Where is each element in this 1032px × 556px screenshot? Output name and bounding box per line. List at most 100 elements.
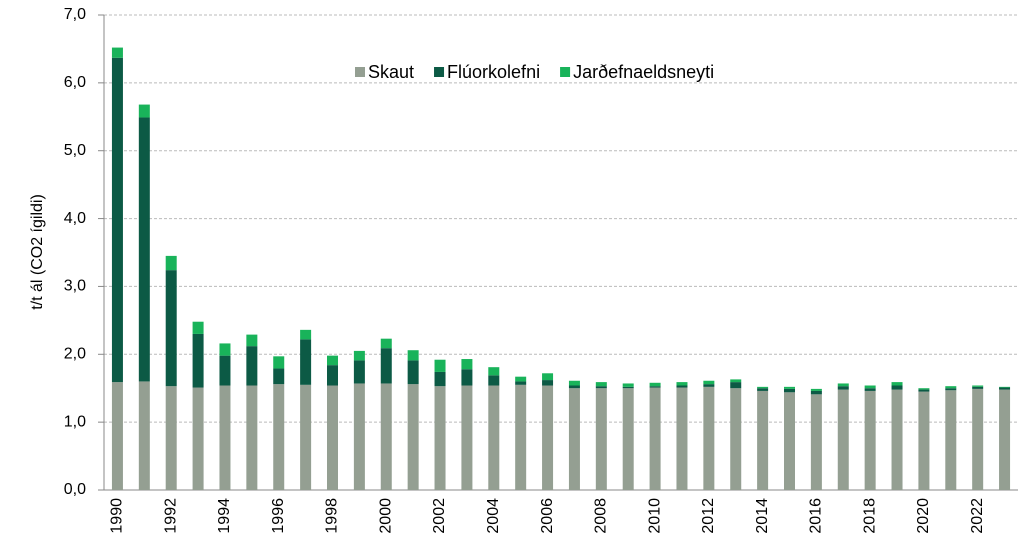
y-tick-label: 5,0 (64, 142, 86, 159)
bar-segment (784, 392, 795, 490)
bar-segment (138, 117, 150, 382)
bar-segment (515, 384, 527, 490)
bar-segment (730, 388, 742, 490)
bar-segment (649, 382, 661, 387)
bar-segment (111, 382, 123, 490)
bar-segment (273, 356, 285, 369)
bar-segment (434, 371, 446, 387)
bar-segment (407, 384, 419, 490)
bar-segment (703, 384, 715, 387)
bar-segment (246, 346, 258, 386)
bar-segment (837, 389, 849, 490)
bar-segment (810, 388, 822, 391)
x-tick-label: 2008 (593, 498, 610, 534)
bar-segment (515, 381, 527, 385)
bar-segment (461, 385, 473, 490)
bar-segment (757, 390, 769, 490)
bar-segment (353, 350, 365, 361)
bar-segment (784, 388, 795, 393)
bar-segment (649, 387, 661, 490)
bar-segment (999, 386, 1011, 388)
bar-segment (111, 47, 123, 58)
x-tick-label: 2014 (754, 498, 771, 534)
bar-segment (676, 382, 688, 386)
bar-segment (407, 350, 419, 361)
y-axis-label: t/t ál (CO2 ígildi) (29, 194, 46, 310)
bar-segment (192, 321, 204, 334)
x-tick-label: 1998 (324, 498, 341, 534)
x-tick-label: 2006 (539, 498, 556, 534)
bar-segment (757, 386, 769, 389)
bar-segment (111, 57, 123, 383)
bar-segment (515, 376, 527, 382)
bar-segment (542, 385, 554, 490)
bar-segment (703, 380, 715, 385)
x-tick-label: 2010 (646, 498, 663, 534)
bar-segment (165, 270, 177, 387)
bar-segment (219, 355, 231, 386)
y-tick-label: 7,0 (64, 6, 86, 23)
x-tick-label: 2016 (808, 498, 825, 534)
bar-segment (810, 390, 822, 395)
bar-segment (273, 368, 285, 385)
bar-segment (273, 384, 285, 490)
bar-segment (461, 359, 473, 370)
y-tick-label: 0,0 (64, 481, 86, 498)
x-tick-label: 1992 (162, 498, 179, 534)
bar-segment (918, 388, 930, 390)
legend-label: Jarðefnaeldsneyti (573, 62, 714, 82)
bar-segment (676, 387, 688, 490)
bar-segment (327, 365, 338, 386)
bar-segment (945, 390, 957, 490)
x-tick-label: 2018 (861, 498, 878, 534)
bar-segment (488, 385, 500, 490)
x-tick-label: 1994 (216, 498, 233, 534)
bar-segment (864, 388, 876, 391)
legend-label: Flúorkolefni (447, 62, 540, 82)
y-tick-label: 6,0 (64, 74, 86, 91)
bar-segment (300, 339, 312, 385)
bar-segment (380, 338, 392, 349)
legend-label: Skaut (368, 62, 414, 82)
x-tick-label: 1990 (109, 498, 126, 534)
bar-segment (542, 380, 554, 386)
x-tick-label: 2004 (485, 498, 502, 534)
bar-segment (999, 387, 1011, 390)
bar-segment (327, 355, 338, 366)
bar-segment (891, 389, 903, 490)
bar-segment (488, 375, 500, 386)
y-tick-label: 1,0 (64, 413, 86, 430)
bar-segment (972, 388, 984, 490)
bar-segment (918, 389, 930, 392)
bar-segment (461, 369, 473, 386)
bar-segment (300, 329, 312, 340)
bar-segment (246, 385, 258, 490)
bar-segment (972, 385, 984, 387)
bar-segment (891, 382, 903, 386)
bar-segment (595, 386, 607, 389)
bar-segment (380, 348, 392, 384)
bar-segment (784, 386, 795, 389)
x-tick-label: 2000 (377, 498, 394, 534)
bar-segment (434, 386, 446, 490)
bar-segment (192, 387, 204, 490)
bar-segment (972, 386, 984, 389)
bar-segment (568, 380, 580, 386)
y-tick-label: 3,0 (64, 278, 86, 295)
bar-segment (488, 367, 500, 376)
bar-segment (353, 383, 365, 490)
bar-segment (219, 343, 231, 356)
x-tick-label: 2002 (431, 498, 448, 534)
bar-segment (138, 104, 150, 118)
bar-segment (246, 334, 258, 347)
legend-swatch (560, 67, 571, 77)
bar-segment (595, 382, 607, 387)
bar-segment (622, 383, 634, 387)
bar-segment (622, 388, 634, 490)
bar-segment (622, 386, 634, 389)
bar-segment (353, 360, 365, 384)
bar-segment (891, 385, 903, 390)
bar-segment (810, 394, 822, 490)
bar-segment (380, 383, 392, 490)
